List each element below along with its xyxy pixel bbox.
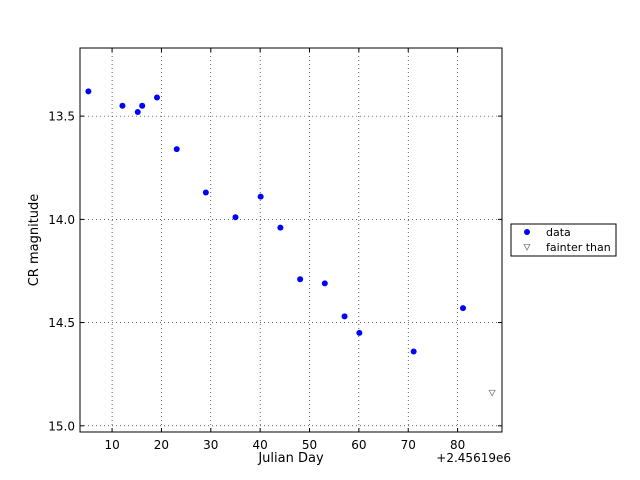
data-point	[119, 102, 126, 109]
legend-items: data fainter than	[523, 226, 611, 254]
data-point	[139, 102, 146, 109]
axis-ticks: 10 20 30 40 50 60 70 80 13.5 14.0 14.5 15.0	[48, 48, 502, 452]
grid-lines	[80, 48, 502, 432]
legend-label: fainter than	[546, 241, 611, 254]
data-point	[153, 94, 160, 101]
y-axis-title: CR magnitude	[27, 194, 42, 287]
data-point	[85, 88, 92, 95]
x-tick-label: 60	[351, 438, 366, 452]
legend-box	[510, 223, 617, 257]
legend-triangle-marker	[523, 244, 531, 251]
legend-circle-marker	[524, 229, 530, 235]
upper-limit-point	[488, 389, 496, 397]
plot-area	[79, 47, 503, 433]
data-point	[410, 348, 417, 355]
data-point	[134, 109, 141, 115]
data-point	[173, 146, 180, 153]
y-tick-label: 15.0	[48, 419, 75, 433]
data-point	[321, 280, 328, 287]
x-tick-label: 80	[450, 438, 465, 452]
x-axis-offset-label: +2.45619e6	[436, 451, 511, 465]
data-marks	[85, 88, 496, 397]
x-axis-title: Julian Day	[257, 451, 324, 466]
data-point	[257, 193, 264, 200]
data-point	[202, 189, 209, 196]
data-point	[232, 214, 239, 221]
data-point	[297, 276, 304, 283]
data-point	[460, 305, 467, 312]
legend-label: data	[546, 226, 571, 239]
y-tick-label: 14.0	[48, 213, 75, 227]
x-tick-label: 40	[253, 438, 268, 452]
x-tick-label: 20	[154, 438, 169, 452]
x-tick-label: 30	[203, 438, 218, 452]
x-tick-label: 50	[302, 438, 317, 452]
y-tick-label: 14.5	[48, 316, 75, 330]
legend: data fainter than	[510, 223, 617, 257]
data-point	[356, 329, 363, 336]
data-point	[277, 224, 284, 231]
data-point	[341, 313, 348, 320]
y-tick-label: 13.5	[48, 110, 75, 124]
x-tick-label: 10	[104, 438, 119, 452]
x-tick-label: 70	[401, 438, 416, 452]
